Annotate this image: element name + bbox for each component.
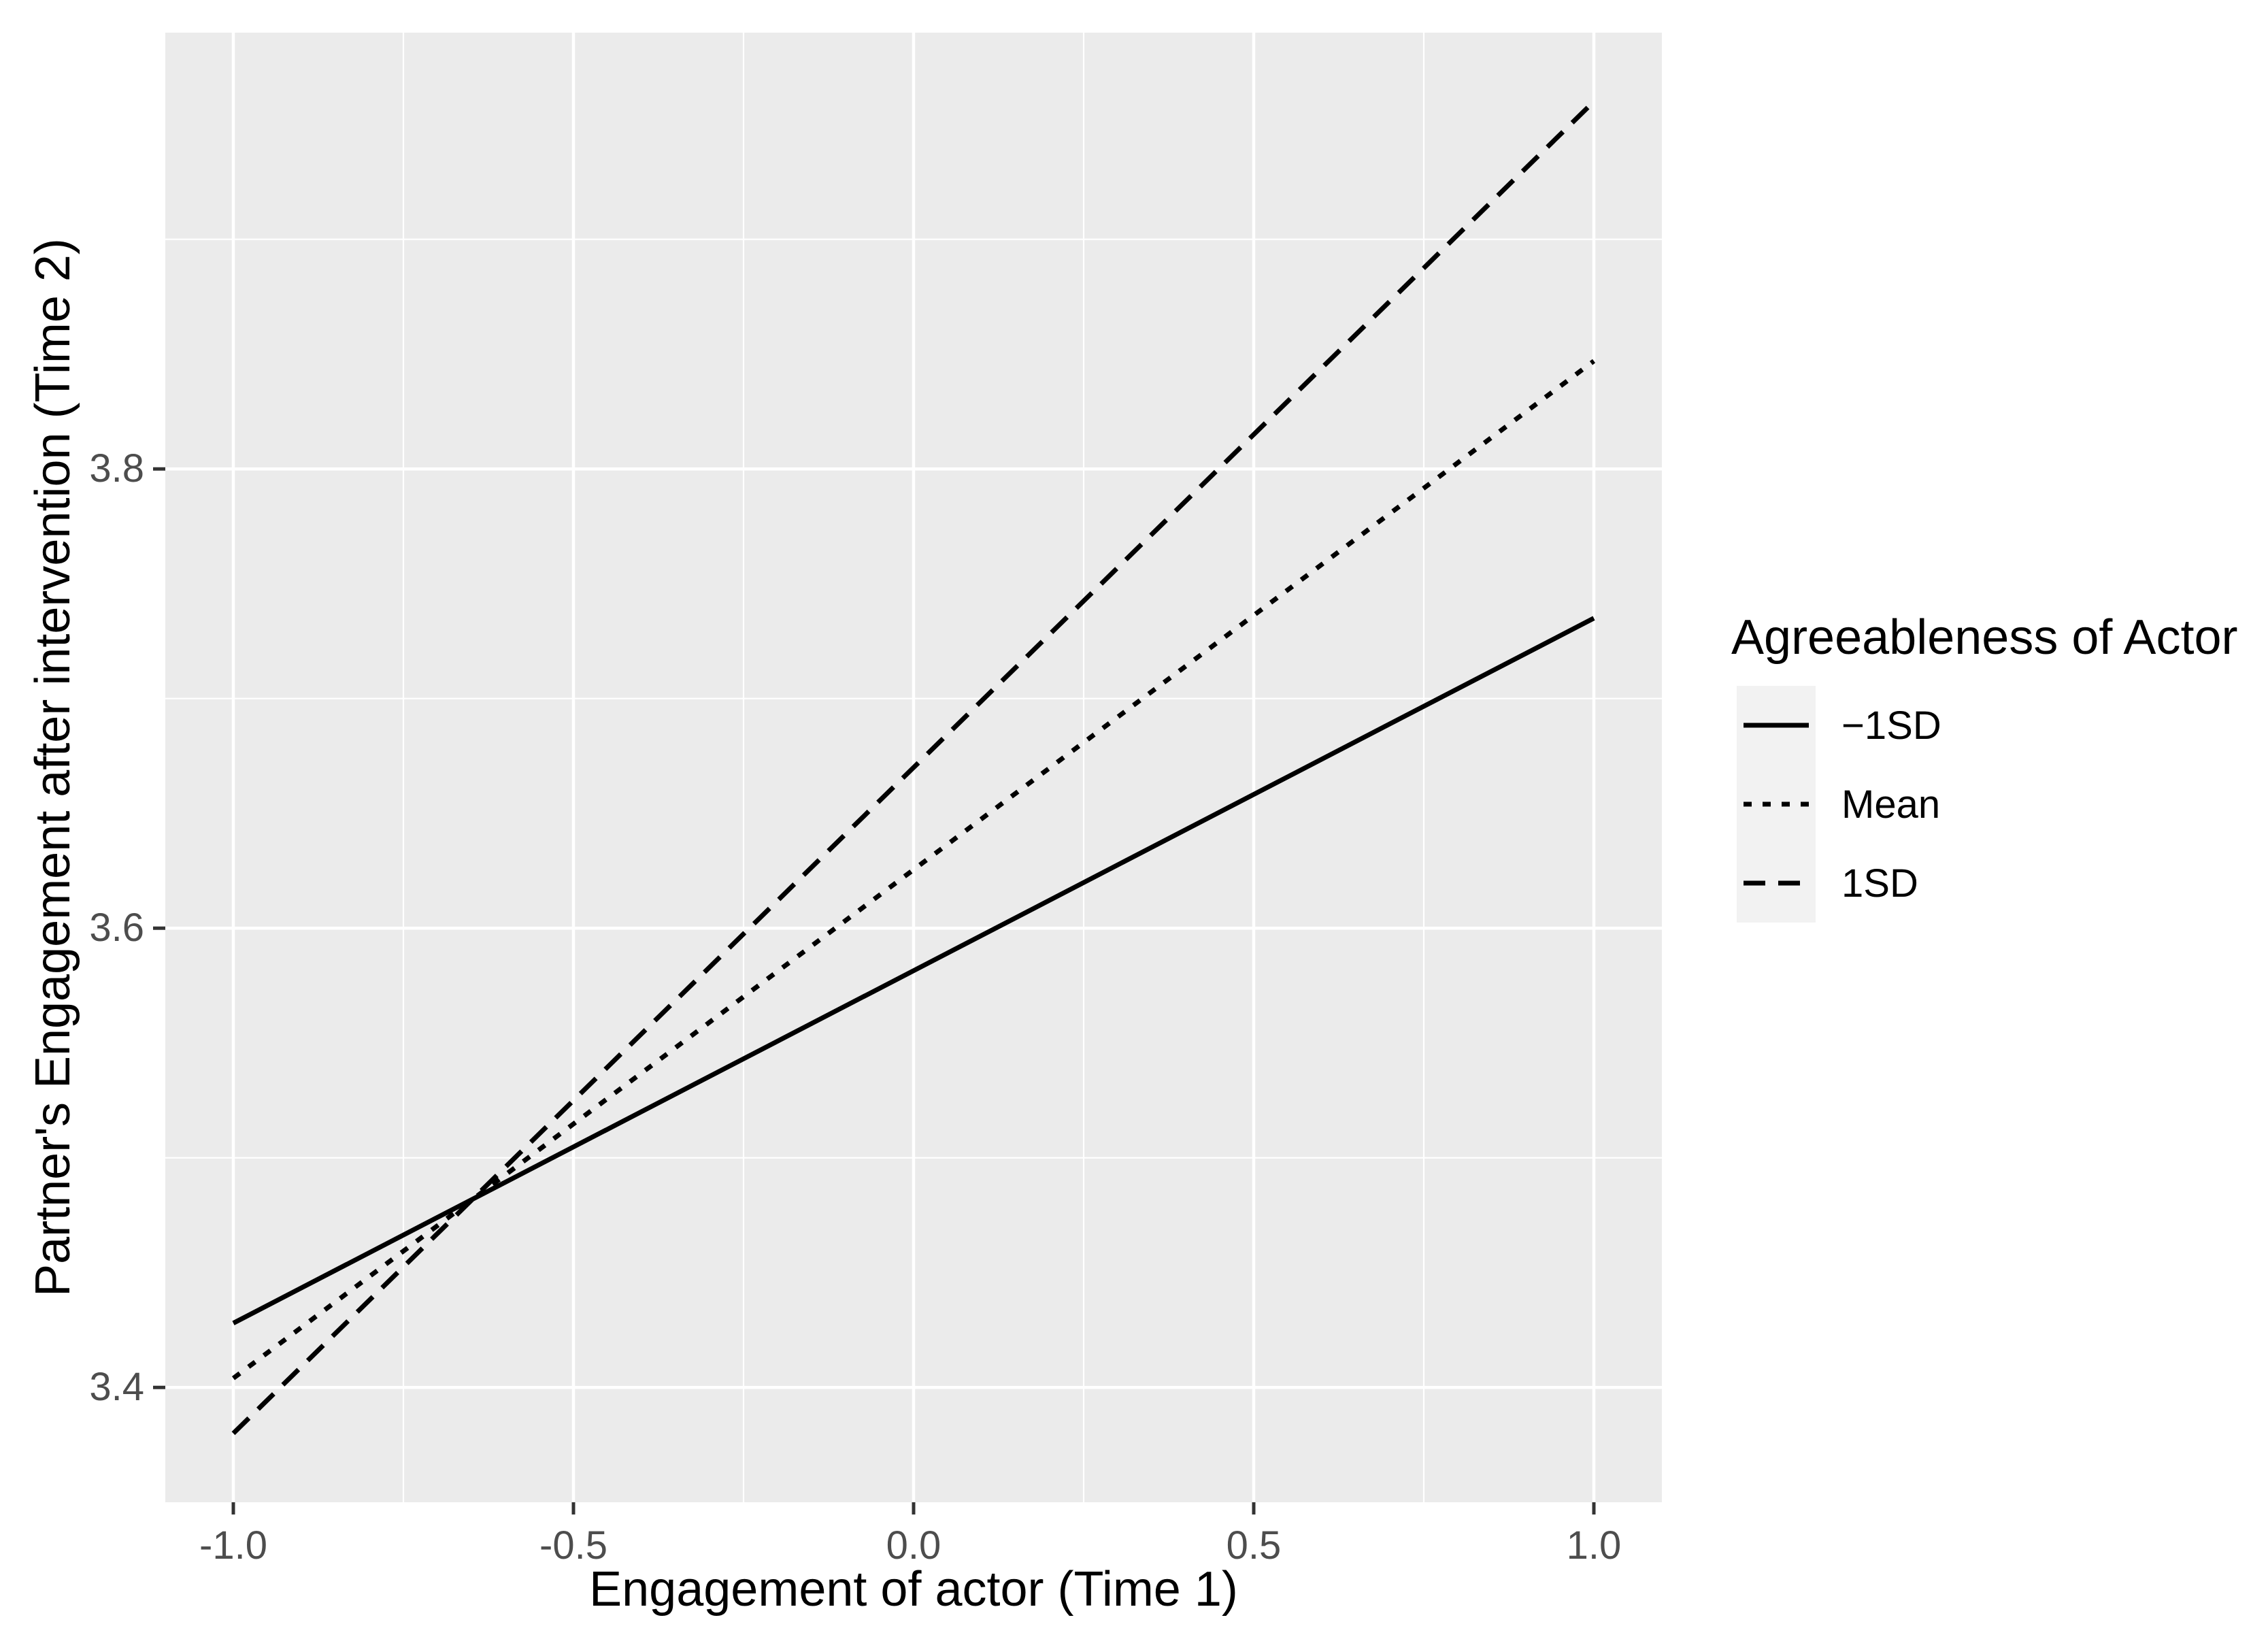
legend: Agreeableness of Actor −1SD Mean 1SD [1731,608,2237,923]
legend-label-dashed: 1SD [1841,861,1918,906]
legend-item-solid: −1SD [1737,686,2237,765]
legend-key-dashed-line-icon [1737,844,1816,923]
x-tick-label--0.5: -0.5 [539,1523,607,1568]
legend-title: Agreeableness of Actor [1731,610,2238,665]
legend-key-solid-line-icon [1737,686,1816,765]
x-tick-label-0.5: 0.5 [1226,1523,1282,1568]
x-tick-label-1.0: 1.0 [1566,1523,1622,1568]
series-line-solid [232,616,1595,1325]
y-axis-title: Partner's Engagement after intervention … [26,238,80,1297]
legend-key-dotted-line-icon [1737,765,1816,844]
legend-label-solid: −1SD [1841,703,1941,748]
x-tick-label--1.0: -1.0 [199,1523,267,1568]
legend-item-dotted: Mean [1737,765,2237,844]
legend-item-list: −1SD Mean 1SD [1737,686,2237,923]
legend-item-dashed: 1SD [1737,844,2237,923]
series-line-dashed [231,99,1596,1436]
y-tick-label-3.4: 3.4 [89,1365,144,1410]
y-tick-label-3.6: 3.6 [89,906,144,950]
x-axis-title: Engagement of actor (Time 1) [589,1562,1238,1617]
x-tick-label-0.0: 0.0 [886,1523,941,1568]
series-line-dotted [231,359,1596,1380]
y-tick-label-3.8: 3.8 [89,446,144,491]
legend-label-dotted: Mean [1841,782,1941,827]
